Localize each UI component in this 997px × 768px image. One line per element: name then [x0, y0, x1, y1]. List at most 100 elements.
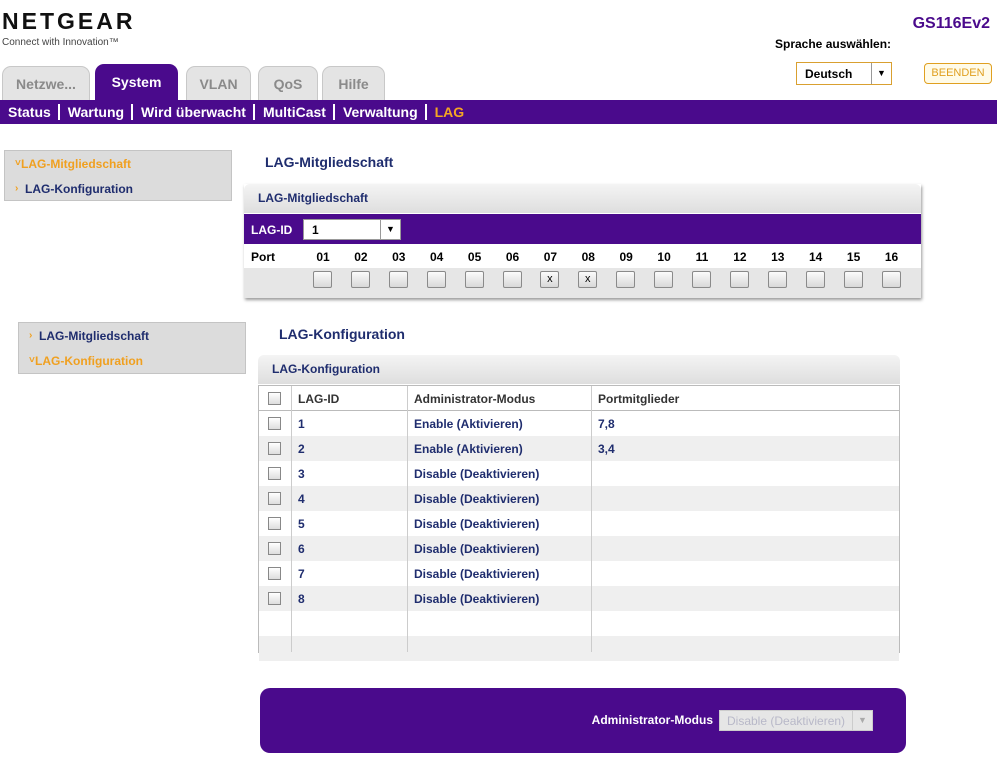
logo: NETGEAR: [2, 8, 136, 34]
port-checkbox[interactable]: [881, 271, 901, 288]
language-select[interactable]: Deutsch ▼: [796, 62, 892, 85]
admin-mode-select[interactable]: Disable (Deaktivieren) ▼: [719, 710, 873, 731]
port-checkbox[interactable]: [729, 271, 749, 288]
row-checkbox[interactable]: [268, 442, 281, 455]
port-number: 08: [581, 250, 595, 264]
logout-button[interactable]: BEENDEN: [924, 63, 992, 84]
port-number: 14: [809, 250, 823, 264]
edit-panel: Administrator-Modus Disable (Deaktiviere…: [260, 688, 906, 753]
row-checkbox[interactable]: [268, 592, 281, 605]
cell: 6: [298, 542, 305, 556]
port-number: 09: [619, 250, 633, 264]
port-checkbox[interactable]: [616, 271, 636, 288]
subnav-link[interactable]: Status: [8, 104, 51, 120]
separator: [131, 104, 134, 120]
row-stripe: [259, 636, 899, 661]
sidebar-arrow: ›: [15, 183, 19, 194]
sidebar-link[interactable]: LAG-Konfiguration: [25, 182, 133, 196]
dropdown-arrow: ▼: [871, 63, 891, 84]
row-checkbox[interactable]: [268, 567, 281, 580]
port-checkbox[interactable]: [767, 271, 787, 288]
tab[interactable]: VLAN: [186, 66, 251, 100]
cell: 4: [298, 492, 305, 506]
sidebar-link[interactable]: LAG-Konfiguration: [35, 354, 143, 368]
subnav-link[interactable]: Verwaltung: [342, 104, 418, 120]
subnav-link[interactable]: Wartung: [67, 104, 125, 120]
cell: 7,8: [598, 417, 615, 431]
port-number: 13: [771, 250, 785, 264]
separator: [252, 104, 255, 120]
port-number: 04: [430, 250, 444, 264]
header-row: [259, 386, 899, 411]
tab[interactable]: QoS: [258, 66, 318, 100]
cell: Disable (Deaktivieren): [414, 467, 540, 481]
separator: [424, 104, 427, 120]
subnav-link[interactable]: LAG: [434, 104, 465, 120]
port-number: 06: [505, 250, 520, 264]
admin-mode-value: Disable (Deaktivieren): [727, 714, 845, 728]
port-checkbox[interactable]: [313, 271, 332, 288]
tab[interactable]: Hilfe: [322, 66, 385, 100]
row-stripe: [259, 586, 899, 611]
row-checkbox[interactable]: [268, 517, 281, 530]
lag-id-value: 1: [312, 223, 319, 237]
port-checkbox[interactable]: [692, 271, 711, 288]
sidebar: › LAG-Mitgliedschaft ˅ LAG-Konfiguration: [18, 322, 246, 374]
row-checkbox[interactable]: [268, 417, 281, 430]
port-number: 01: [316, 250, 330, 264]
port-checkbox[interactable]: [654, 271, 674, 288]
cell: Disable (Deaktivieren): [414, 492, 540, 506]
subnav-link[interactable]: MultiCast: [262, 104, 326, 120]
language-label: Sprache auswählen:: [775, 37, 892, 51]
row-stripe: [259, 436, 899, 461]
tab[interactable]: System: [95, 64, 178, 100]
admin-mode-label: Administrator-Modus: [591, 713, 713, 727]
column-divider: [407, 386, 408, 652]
tagline: Connect with Innovation™: [2, 37, 119, 48]
port-checkbox[interactable]: [388, 271, 408, 288]
subnav-link[interactable]: Wird überwacht: [141, 104, 246, 120]
port-checkbox[interactable]: [843, 271, 863, 288]
config-panel: LAG-Konfiguration LAG-ID Administrator-Mo…: [258, 355, 900, 661]
lag-id-select[interactable]: 1 ▼: [303, 219, 401, 240]
lag-id-row: LAG-ID 1 ▼: [244, 214, 921, 244]
sidebar-arrow: ˅: [29, 355, 35, 366]
port-checkbox[interactable]: [805, 271, 825, 288]
dropdown-arrow: ▼: [852, 711, 872, 730]
cell: 3: [298, 467, 305, 481]
sidebar-link[interactable]: LAG-Mitgliedschaft: [21, 157, 131, 171]
port-number: 10: [657, 250, 671, 264]
row-checkbox[interactable]: [268, 542, 281, 555]
cell: 7: [298, 567, 305, 581]
port-number: 05: [467, 250, 482, 264]
port-checkbox[interactable]: [502, 271, 522, 288]
port-checkbox[interactable]: [426, 271, 446, 288]
cell: Disable (Deaktivieren): [414, 592, 540, 606]
row-checkbox[interactable]: [268, 467, 281, 480]
lag-id-label: LAG-ID: [251, 223, 293, 237]
panel-title: LAG-Konfiguration: [258, 355, 900, 384]
cell: 3,4: [598, 442, 615, 456]
cell: 1: [298, 417, 305, 431]
cell: 2: [298, 442, 305, 456]
port-checkbox[interactable]: x: [578, 271, 598, 288]
cell: 8: [298, 592, 305, 606]
row-checkbox[interactable]: [268, 492, 281, 505]
row-stripe: [259, 486, 899, 511]
sidebar-link[interactable]: LAG-Mitgliedschaft: [39, 329, 149, 343]
separator: [332, 104, 335, 120]
port-checkbox[interactable]: [464, 271, 484, 288]
cell: Administrator-Modus: [414, 392, 536, 406]
model: GS116Ev2: [912, 15, 990, 32]
sidebar-arrow: ›: [29, 330, 33, 341]
row-checkbox[interactable]: [268, 392, 281, 405]
row-stripe: [259, 536, 899, 561]
port-number: 11: [695, 250, 709, 264]
cell: Enable (Aktivieren): [414, 442, 523, 456]
port-checkbox[interactable]: [350, 271, 370, 288]
tab[interactable]: Netzwe...: [2, 66, 90, 100]
cell: Portmitglieder: [598, 392, 680, 406]
port-label: Port: [251, 250, 275, 264]
dropdown-arrow: ▼: [380, 220, 400, 239]
port-checkbox[interactable]: x: [540, 271, 560, 288]
